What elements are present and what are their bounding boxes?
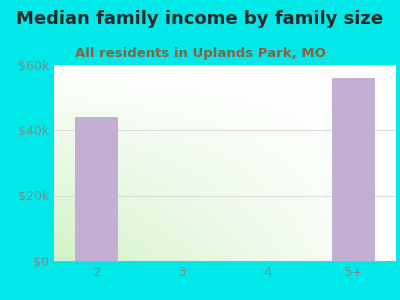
Bar: [332, 78, 375, 261]
Bar: [75, 117, 118, 261]
Text: All residents in Uplands Park, MO: All residents in Uplands Park, MO: [74, 46, 326, 59]
Text: Median family income by family size: Median family income by family size: [16, 11, 384, 28]
